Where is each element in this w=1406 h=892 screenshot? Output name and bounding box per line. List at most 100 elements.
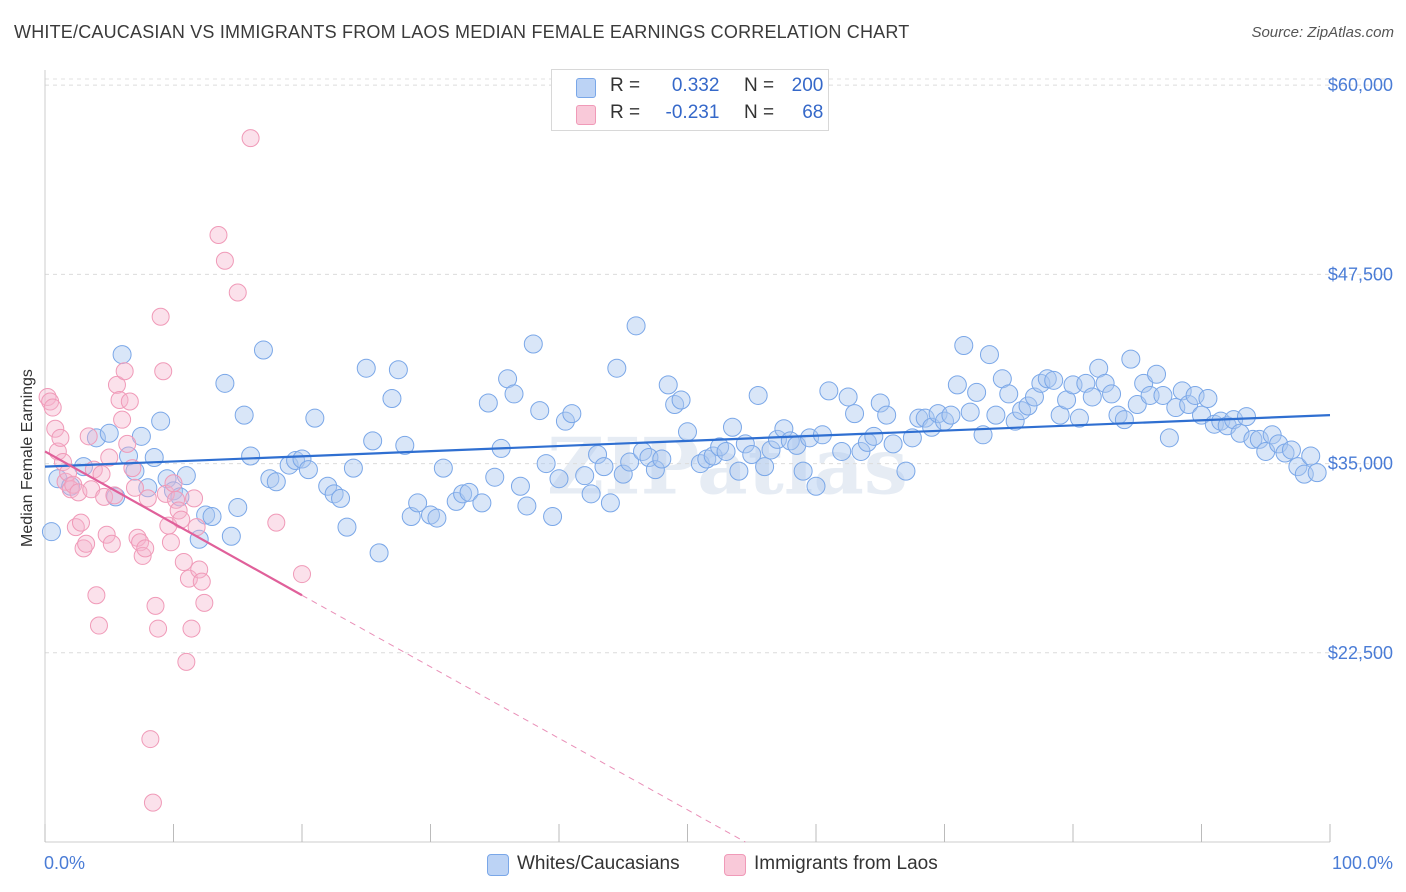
whites-point: [536, 454, 556, 474]
laos-point: [185, 489, 204, 508]
laos-point: [164, 474, 183, 493]
whites-point: [369, 543, 389, 563]
whites-point: [761, 440, 781, 460]
whites-point: [266, 472, 286, 492]
whites-point: [941, 405, 961, 425]
whites-point: [318, 476, 338, 496]
whites-point: [549, 469, 569, 489]
whites-point: [331, 488, 351, 508]
whites-point: [652, 449, 672, 469]
whites-point: [241, 446, 261, 466]
whites-point: [1037, 369, 1057, 389]
whites-point: [395, 435, 415, 455]
whites-point: [1134, 373, 1154, 393]
laos-point: [215, 251, 234, 270]
whites-point: [1185, 385, 1205, 405]
whites-point: [1114, 410, 1134, 430]
laos-point: [228, 283, 247, 302]
whites-point: [408, 493, 428, 513]
laos-point: [120, 392, 139, 411]
whites-point: [1005, 411, 1025, 431]
whites-point: [973, 425, 993, 445]
whites-point: [902, 428, 922, 448]
whites-point: [883, 434, 903, 454]
whites-point: [298, 460, 318, 480]
laos-point: [154, 362, 173, 381]
laos-point: [161, 533, 180, 552]
laos-point: [138, 489, 157, 508]
laos-point: [143, 793, 162, 812]
laos-point: [102, 534, 121, 553]
laos-point: [167, 490, 186, 509]
whites-point: [645, 460, 665, 480]
laos-point: [146, 596, 165, 615]
whites-point: [131, 426, 151, 446]
legend-r-label: R =: [610, 102, 641, 123]
whites-point: [1166, 398, 1186, 418]
whites-point: [671, 390, 691, 410]
whites-point: [1102, 384, 1122, 404]
whites-point: [1301, 446, 1321, 466]
laos-point: [151, 307, 170, 326]
whites-point: [343, 458, 363, 478]
whites-point: [1307, 463, 1327, 483]
laos-point: [195, 593, 214, 612]
y-tick-label: $47,500: [1328, 264, 1393, 284]
whites-point: [626, 316, 646, 336]
laos-point: [79, 427, 98, 446]
pink-square-icon: [724, 854, 746, 876]
whites-point: [157, 469, 177, 489]
laos-point: [97, 525, 116, 544]
laos-point: [125, 478, 144, 497]
whites-point: [382, 388, 402, 408]
laos-point: [177, 652, 196, 671]
whites-point: [530, 401, 550, 421]
trendlines: [44, 414, 1331, 843]
whites-point: [896, 461, 916, 481]
laos-point: [267, 513, 286, 532]
whites-point: [1153, 385, 1173, 405]
blue-square-icon: [487, 854, 509, 876]
laos-point: [136, 539, 155, 558]
whites-point: [453, 484, 473, 504]
whites-point: [151, 411, 171, 431]
laos-point: [174, 552, 193, 571]
whites-point: [1121, 349, 1141, 369]
whites-point: [722, 417, 742, 437]
laos-point: [115, 362, 134, 381]
whites-point: [658, 375, 678, 395]
whites-point: [594, 457, 614, 477]
legend-r-label: R =: [610, 75, 641, 96]
whites-point: [1147, 364, 1167, 384]
whites-point: [221, 526, 241, 546]
whites-point: [543, 507, 563, 527]
whites-point: [112, 345, 132, 365]
whites-point: [742, 444, 762, 464]
whites-point: [485, 467, 505, 487]
laos-point: [100, 448, 119, 467]
laos-point: [118, 434, 137, 453]
whites-point: [864, 426, 884, 446]
whites-point: [86, 428, 106, 448]
y-tick-label: $35,000: [1328, 454, 1393, 474]
whites-point: [800, 428, 820, 448]
laos-point: [131, 533, 150, 552]
laos-point: [71, 513, 90, 532]
whites-point: [292, 449, 312, 469]
whites-point: [478, 393, 498, 413]
whites-point: [575, 466, 595, 486]
whites-point: [1044, 370, 1064, 390]
whites-point: [228, 497, 248, 517]
whites-point: [793, 461, 813, 481]
whites-point: [1069, 408, 1089, 428]
whites-point: [562, 404, 582, 424]
whites-point: [510, 476, 530, 496]
whites-point: [1249, 429, 1269, 449]
laos-point: [51, 428, 70, 447]
whites-point: [999, 384, 1019, 404]
whites-point: [1243, 429, 1263, 449]
whites-point: [472, 493, 492, 513]
laos-point: [77, 534, 96, 553]
y-tick-label: $60,000: [1328, 75, 1393, 95]
whites-point: [215, 373, 235, 393]
